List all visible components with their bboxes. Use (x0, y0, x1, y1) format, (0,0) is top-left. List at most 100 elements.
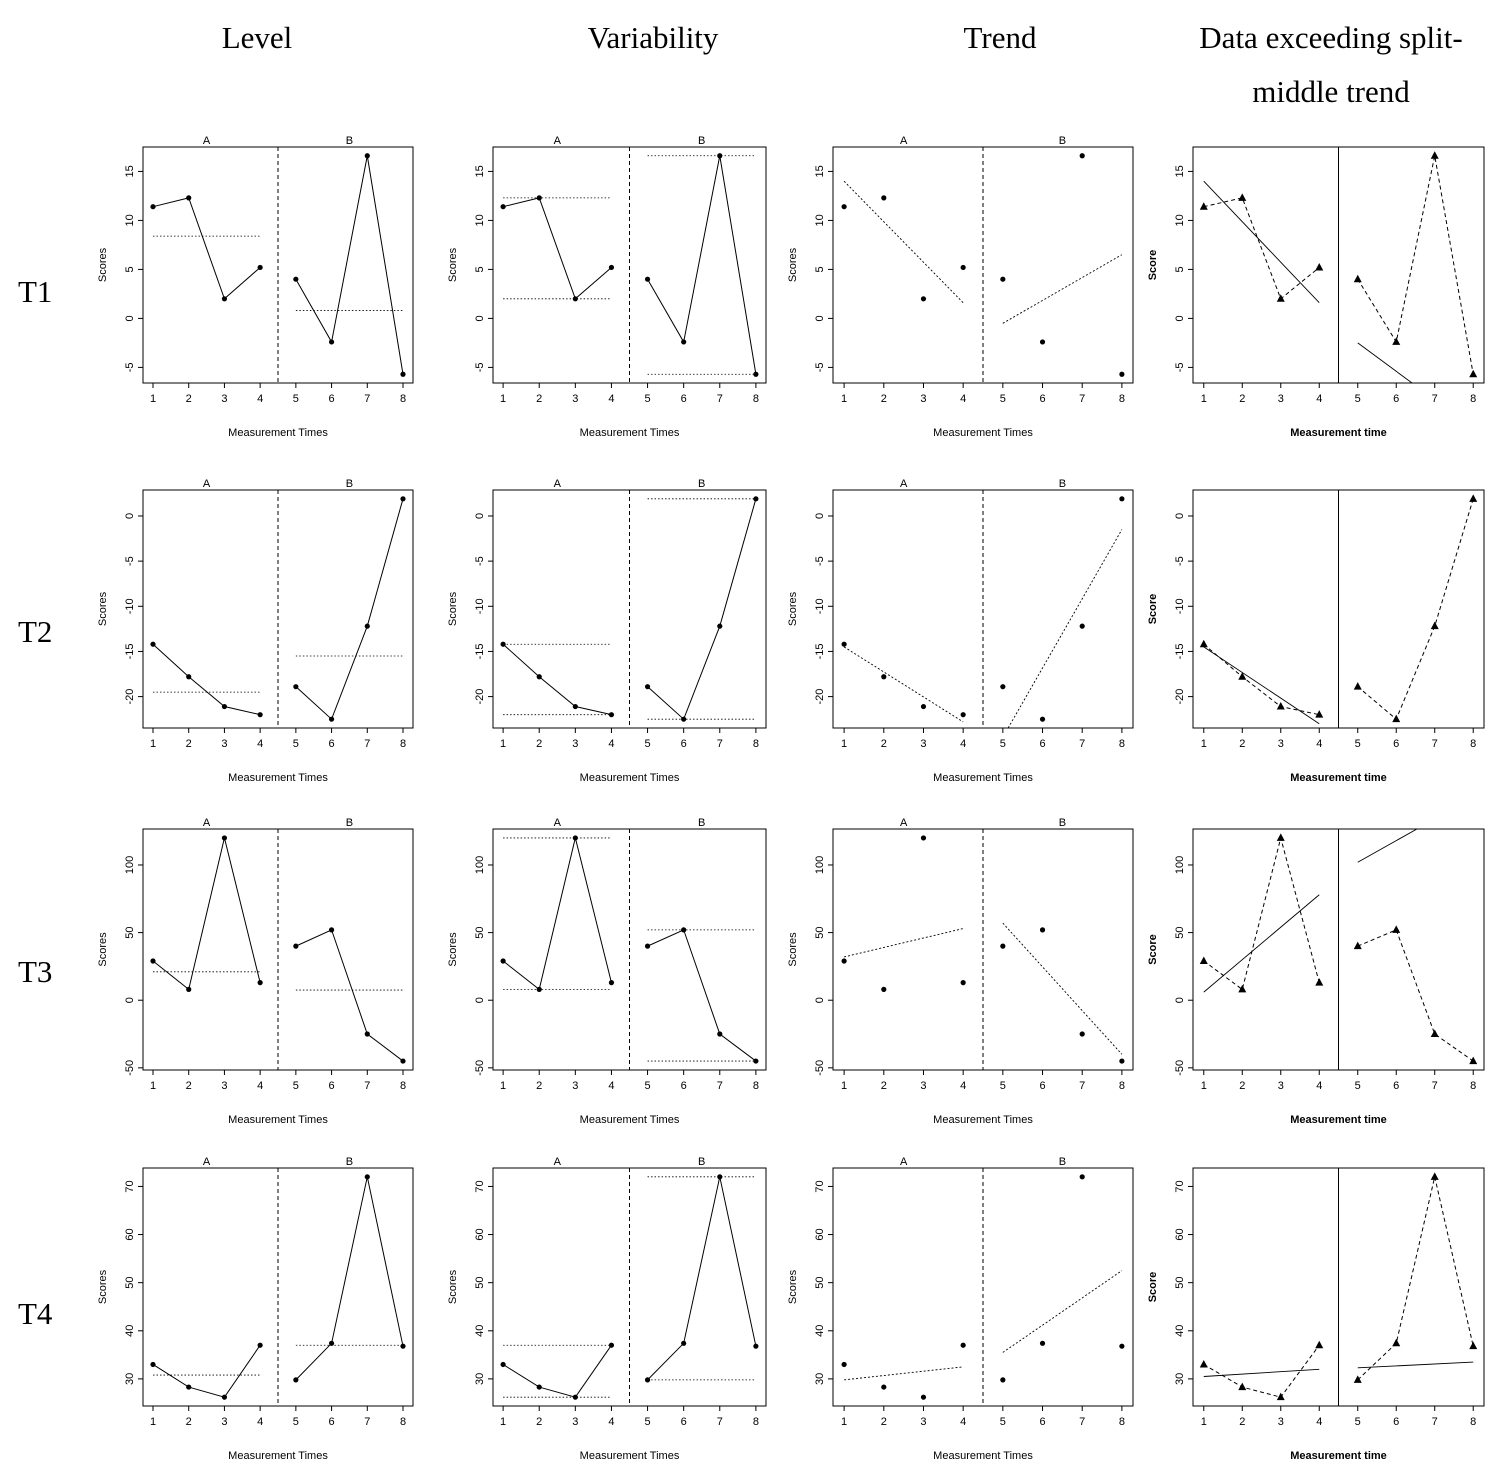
data-point-triangle (1276, 833, 1285, 841)
x-tick-label: 8 (1119, 1416, 1125, 1428)
x-tick-label: 5 (1000, 393, 1006, 405)
data-point-triangle (1199, 956, 1208, 964)
data-point-triangle (1430, 1029, 1439, 1038)
data-point-triangle (1353, 274, 1362, 283)
column-header-trend: Trend (964, 20, 1037, 55)
data-point (328, 716, 335, 722)
data-point (644, 684, 651, 690)
data-point (536, 986, 542, 992)
y-tick-label: 30 (124, 1373, 136, 1385)
x-tick-label: 7 (1432, 393, 1438, 405)
x-axis-label: Measurement Times (580, 772, 680, 784)
x-axis-label: Measurement Times (228, 1114, 328, 1126)
x-tick-label: 2 (536, 1080, 542, 1092)
data-point (257, 1342, 263, 1348)
x-tick-label: 5 (293, 738, 299, 750)
data-point (257, 264, 263, 271)
data-point-triangle (1276, 702, 1285, 710)
phase-label-b: B (1059, 478, 1066, 490)
x-tick-label: 6 (1039, 393, 1045, 405)
phase-label-a: A (900, 1156, 908, 1168)
x-tick-label: 4 (257, 393, 263, 405)
x-tick-label: 4 (1316, 1416, 1322, 1428)
data-line-phase-a (502, 643, 612, 716)
x-tick-label: 7 (364, 738, 370, 750)
x-tick-label: 6 (329, 1080, 335, 1092)
x-tick-label: 7 (1432, 1416, 1438, 1428)
row-header-t3: T3 (18, 954, 52, 989)
y-tick-label: -50 (1174, 1060, 1186, 1076)
data-point-triangle (1199, 639, 1208, 648)
x-tick-label: 7 (364, 1416, 370, 1428)
data-point (1039, 716, 1046, 722)
y-tick-label: 30 (1174, 1373, 1186, 1385)
data-point (644, 1377, 651, 1383)
data-point (221, 296, 228, 302)
data-point (881, 195, 887, 201)
data-point (1039, 1340, 1046, 1346)
data-point (681, 1340, 687, 1346)
y-tick-label: 0 (124, 315, 136, 321)
x-tick-label: 5 (1355, 1416, 1361, 1428)
x-tick-label: 8 (400, 738, 406, 750)
data-point (400, 1058, 406, 1064)
y-tick-label: 15 (814, 165, 826, 177)
x-tick-label: 4 (608, 738, 614, 750)
y-tick-label: 60 (124, 1228, 136, 1240)
x-tick-label: 3 (1278, 738, 1284, 750)
x-tick-label: 1 (500, 1416, 506, 1428)
data-point-triangle (1392, 1338, 1401, 1347)
x-tick-label: 3 (572, 393, 578, 405)
x-axis-label: Measurement Times (580, 1114, 680, 1126)
y-tick-label: 0 (1174, 997, 1186, 1003)
data-point-triangle (1392, 925, 1401, 933)
y-tick-label: 15 (1174, 165, 1186, 177)
phase-label-a: A (203, 1156, 211, 1168)
data-line-phase-a (1203, 1344, 1320, 1398)
data-point (960, 264, 966, 271)
x-tick-label: 6 (1393, 1080, 1399, 1092)
x-tick-label: 4 (960, 738, 966, 750)
y-tick-label: 5 (814, 266, 826, 272)
x-tick-label: 5 (293, 393, 299, 405)
data-line-phase-a (152, 1344, 261, 1398)
x-tick-label: 2 (1239, 738, 1245, 750)
x-tick-label: 6 (681, 393, 687, 405)
data-point (221, 703, 228, 710)
x-tick-label: 6 (681, 1416, 687, 1428)
data-point-triangle (1392, 714, 1401, 723)
y-tick-label: 0 (1174, 315, 1186, 321)
x-axis-label: Measurement Times (228, 427, 328, 439)
y-tick-label: -15 (1174, 643, 1186, 659)
data-point (293, 684, 299, 690)
data-point (572, 835, 578, 841)
x-tick-label: 4 (257, 738, 263, 750)
data-point (186, 1384, 192, 1390)
x-tick-label: 5 (1355, 393, 1361, 405)
y-axis-label: Score (1147, 1272, 1159, 1303)
data-point (1039, 927, 1046, 933)
y-tick-label: 50 (474, 926, 486, 938)
y-tick-label: 60 (1174, 1228, 1186, 1240)
phase-label-b: B (346, 478, 353, 490)
x-tick-label: 6 (681, 738, 687, 750)
trend-line-phase-a (844, 928, 964, 958)
x-tick-label: 8 (1470, 1080, 1476, 1092)
x-tick-label: 5 (1000, 1416, 1006, 1428)
x-tick-label: 2 (536, 738, 542, 750)
y-tick-label: 50 (1174, 926, 1186, 938)
data-point (328, 339, 335, 345)
x-tick-label: 1 (841, 1416, 847, 1428)
x-tick-label: 5 (644, 1080, 650, 1092)
y-axis-label: Score (1147, 250, 1159, 281)
x-tick-label: 2 (536, 1416, 542, 1428)
data-point (881, 1384, 887, 1390)
x-tick-label: 5 (1355, 1080, 1361, 1092)
data-point (1000, 1377, 1006, 1383)
x-tick-label: 8 (1470, 738, 1476, 750)
x-tick-label: 3 (572, 738, 578, 750)
x-tick-label: 6 (329, 1416, 335, 1428)
data-point (960, 712, 966, 718)
phase-label-a: A (203, 478, 211, 490)
data-point-triangle (1469, 1056, 1478, 1065)
